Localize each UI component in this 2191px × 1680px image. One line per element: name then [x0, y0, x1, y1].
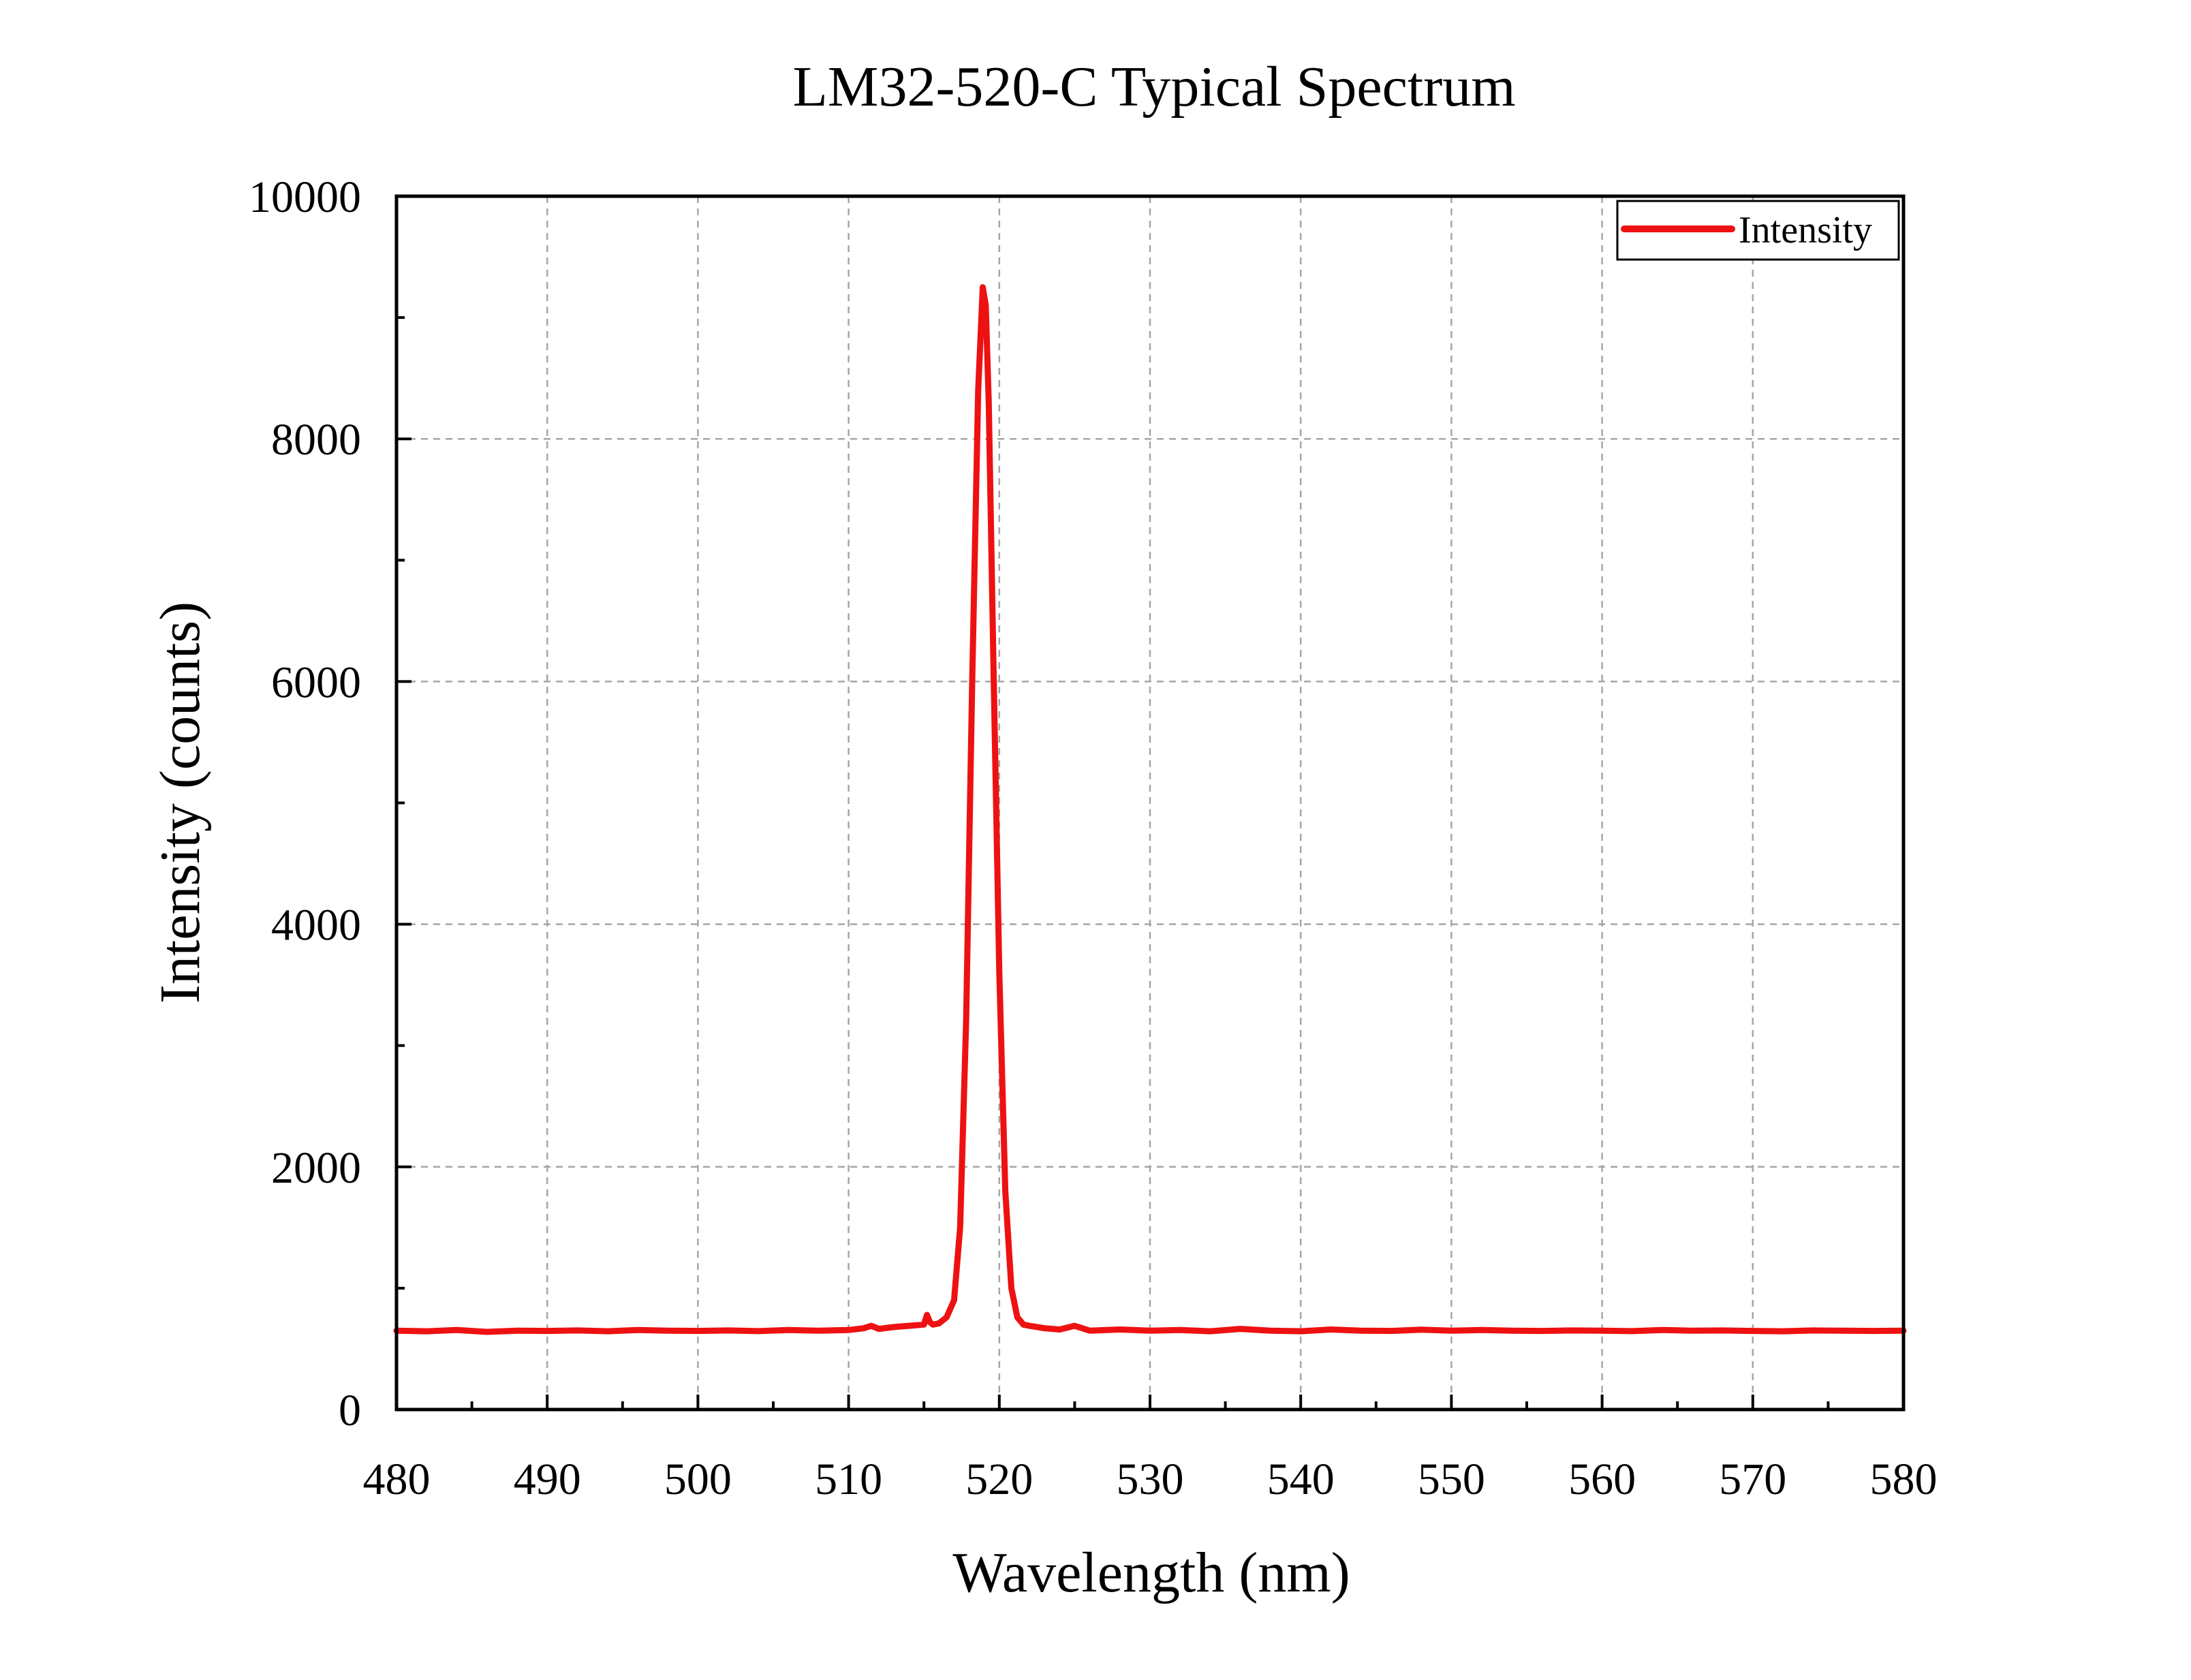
x-tick-labels: 480 490 500 510 520 530 540 550 560 570 580 [363, 1455, 1938, 1504]
x-tick-label: 540 [1267, 1455, 1335, 1504]
minor-ticks [397, 316, 1830, 1410]
x-tick-label: 530 [1117, 1455, 1184, 1504]
x-axis-title: Wavelength (nm) [952, 1541, 1350, 1604]
legend: Intensity [1616, 200, 1900, 261]
x-tick-label: 490 [514, 1455, 581, 1504]
y-tick-labels: 0 2000 4000 6000 8000 10000 [249, 172, 361, 1435]
x-tick-label: 570 [1719, 1455, 1786, 1504]
grid-lines [397, 196, 1903, 1410]
x-tick-label: 480 [363, 1455, 431, 1504]
x-tick-label: 520 [965, 1455, 1033, 1504]
y-axis-title: Intensity (counts) [149, 602, 212, 1004]
y-tick-label: 2000 [271, 1143, 361, 1193]
x-tick-label: 550 [1418, 1455, 1485, 1504]
x-tick-label: 560 [1568, 1455, 1636, 1504]
y-tick-label: 4000 [271, 901, 361, 950]
plot-frame [394, 194, 1906, 1412]
x-tick-label: 580 [1870, 1455, 1938, 1504]
x-tick-label: 500 [664, 1455, 732, 1504]
x-tick-label: 510 [815, 1455, 882, 1504]
chart-title: LM32-520-C Typical Spectrum [792, 55, 1515, 119]
y-tick-label: 0 [339, 1386, 361, 1435]
y-tick-label: 6000 [271, 657, 361, 707]
y-tick-label: 10000 [249, 172, 361, 222]
legend-label-intensity: Intensity [1739, 209, 1872, 251]
series-line-intensity [393, 284, 1907, 1335]
y-tick-label: 8000 [271, 415, 361, 465]
